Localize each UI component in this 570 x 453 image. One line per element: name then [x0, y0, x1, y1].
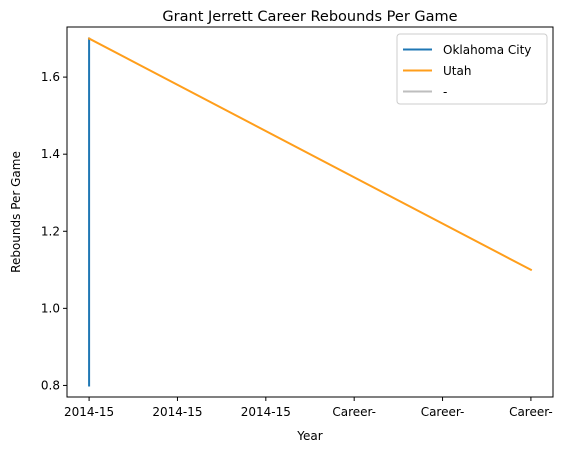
x-tick-label: 2014-15 — [241, 405, 291, 419]
y-tick-label: 1.4 — [41, 147, 60, 161]
legend-label: - — [443, 85, 447, 99]
x-axis-ticks: 2014-15 2014-15 2014-15 Career- Career- Caree… — [64, 397, 553, 419]
x-axis-title: Year — [296, 429, 322, 443]
x-tick-label: Career- — [421, 405, 465, 419]
y-tick-label: 1.2 — [41, 224, 60, 238]
x-tick-label: Career- — [509, 405, 553, 419]
y-axis-ticks: 0.8 1.0 1.2 1.4 1.6 — [41, 70, 67, 392]
y-axis-title: Rebounds Per Game — [9, 151, 23, 273]
legend-label: Oklahoma City — [443, 43, 531, 57]
legend-label: Utah — [443, 64, 471, 78]
legend-box — [396, 33, 548, 105]
x-tick-label: 2014-15 — [64, 405, 114, 419]
legend: Oklahoma City Utah - — [396, 33, 548, 105]
x-tick-label: Career- — [332, 405, 376, 419]
y-tick-label: 1.0 — [41, 301, 60, 315]
y-tick-label: 1.6 — [41, 70, 60, 84]
series-lines — [87, 37, 533, 387]
series-line-1 — [87, 37, 533, 272]
chart-title: Grant Jerrett Career Rebounds Per Game — [162, 9, 457, 25]
y-tick-label: 0.8 — [41, 378, 60, 392]
legend-entries: Oklahoma City Utah - — [403, 43, 531, 99]
x-tick-label: 2014-15 — [152, 405, 202, 419]
